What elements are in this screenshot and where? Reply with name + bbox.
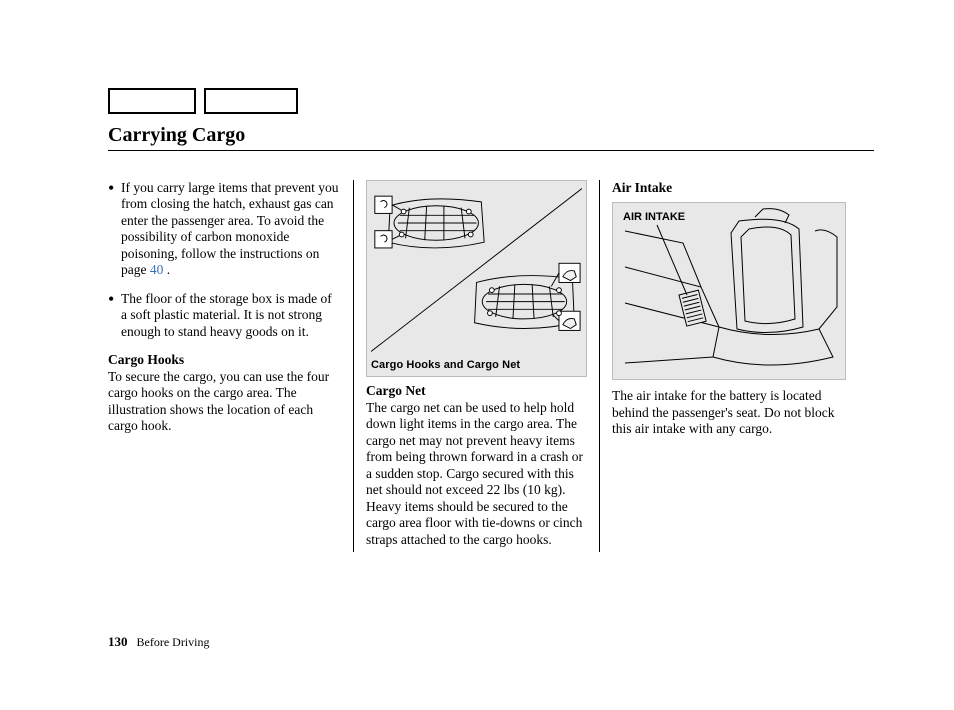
cargo-net-heading: Cargo Net	[366, 383, 587, 399]
bullet-text: If you carry large items that prevent yo…	[121, 180, 341, 279]
air-intake-figure: AIR INTAKE	[612, 202, 846, 380]
cargo-net-body: The cargo net can be used to help hold d…	[366, 400, 587, 548]
bullet-text-pre: The floor of the storage box is made of …	[121, 291, 332, 339]
bullet-item: • The floor of the storage box is made o…	[108, 291, 341, 340]
bullet-icon: •	[108, 293, 114, 340]
column-2: Cargo Hooks and Cargo Net Cargo Net The …	[354, 180, 600, 552]
bullet-text: The floor of the storage box is made of …	[121, 291, 341, 340]
cargo-net-illustration	[371, 185, 582, 355]
page-reference-link[interactable]: 40	[150, 262, 164, 277]
bullet-icon: •	[108, 182, 114, 279]
cargo-hooks-heading: Cargo Hooks	[108, 352, 341, 368]
page-footer: 130 Before Driving	[108, 634, 209, 650]
header-box-2	[204, 88, 298, 114]
cargo-hooks-body: To secure the cargo, you can use the fou…	[108, 369, 341, 435]
cargo-net-figure: Cargo Hooks and Cargo Net	[366, 180, 587, 377]
cargo-net-figure-caption: Cargo Hooks and Cargo Net	[371, 359, 582, 372]
section-name: Before Driving	[137, 635, 210, 649]
page-number: 130	[108, 634, 128, 649]
air-intake-illustration: AIR INTAKE	[617, 207, 841, 375]
column-1: • If you carry large items that prevent …	[108, 180, 354, 552]
header-box-1	[108, 88, 196, 114]
air-intake-heading: Air Intake	[612, 180, 846, 196]
bullet-text-post: .	[167, 262, 170, 277]
content-columns: • If you carry large items that prevent …	[108, 180, 874, 552]
page-title: Carrying Cargo	[108, 124, 874, 151]
air-intake-figure-label: AIR INTAKE	[623, 211, 685, 224]
column-3: Air Intake AIR INTAKE	[600, 180, 846, 552]
manual-page: Carrying Cargo • If you carry large item…	[0, 0, 954, 710]
bullet-item: • If you carry large items that prevent …	[108, 180, 341, 279]
header-boxes	[108, 88, 298, 114]
air-intake-body: The air intake for the battery is locate…	[612, 388, 846, 437]
